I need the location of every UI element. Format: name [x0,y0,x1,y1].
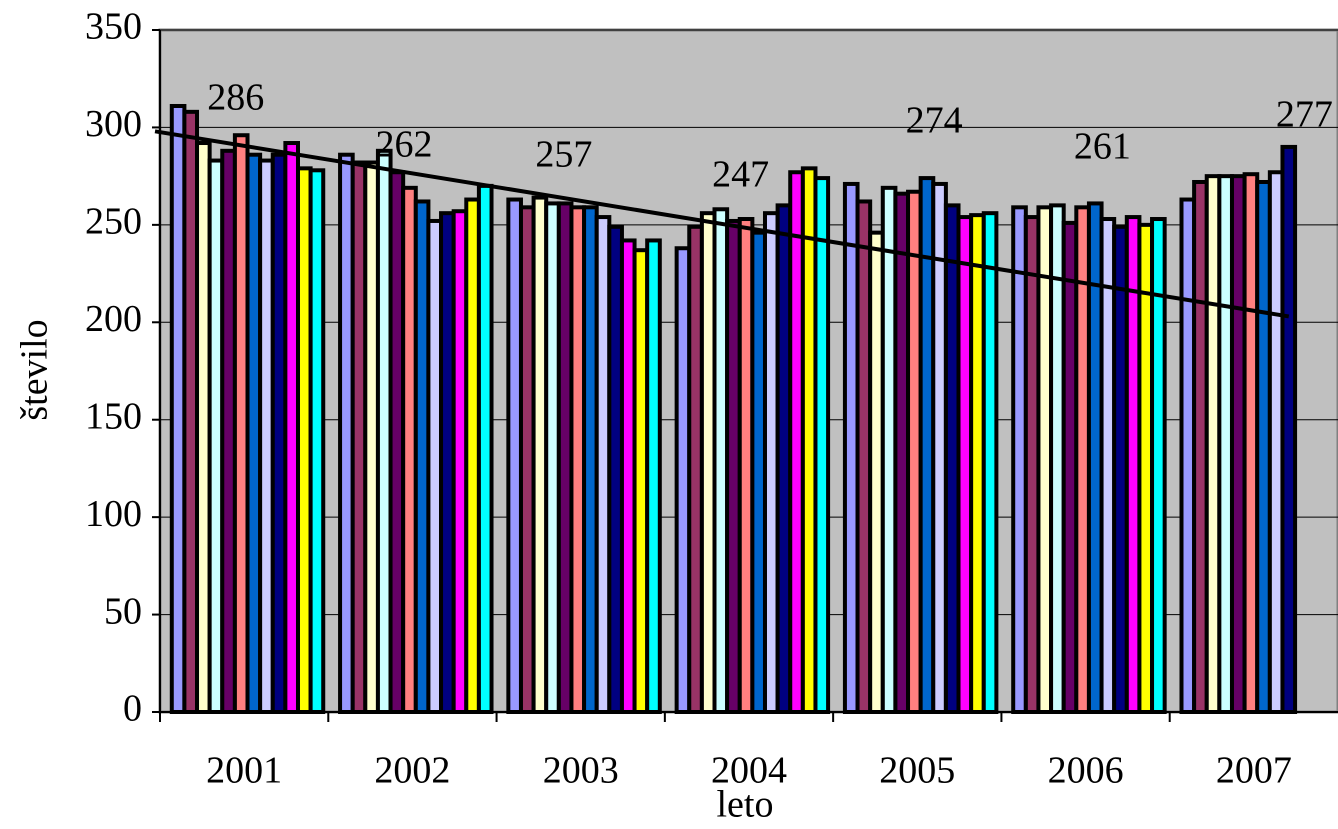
average-label: 274 [906,100,963,142]
average-label: 262 [376,124,433,166]
bar [813,176,831,714]
y-tick-label: 250 [85,201,142,243]
y-tick-label: 50 [104,590,142,632]
x-tick-label: 2005 [879,750,955,792]
trendline [154,129,1290,319]
bar [308,168,326,715]
bar [476,183,494,714]
bar [645,238,662,714]
x-axis-label: leto [717,784,774,826]
y-tick-label: 350 [85,6,142,48]
x-tick-label: 2006 [1048,750,1124,792]
y-tick-label: 150 [85,395,142,437]
average-label: 286 [207,77,264,119]
y-tick-label: 200 [85,298,142,340]
average-label: 257 [535,134,592,176]
x-tick-label: 2002 [374,750,450,792]
average-label: 261 [1074,126,1131,168]
bar [981,211,999,714]
y-tick-label: 0 [123,688,142,730]
x-tick-label: 2001 [206,750,282,792]
average-label: 247 [712,154,769,196]
y-tick-label: 100 [85,493,142,535]
bar [1280,144,1298,714]
y-tick-label: 300 [85,103,142,145]
average-label: 277 [1276,94,1333,136]
x-tick-label: 2003 [543,750,619,792]
y-axis-label: število [14,319,56,420]
x-tick-label: 2007 [1216,750,1292,792]
x-tick-label: 2004 [711,750,787,792]
